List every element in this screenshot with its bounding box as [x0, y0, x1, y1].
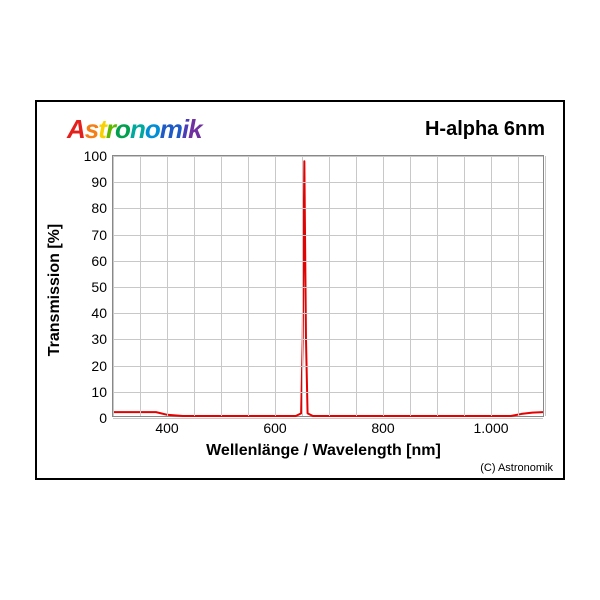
gridline-h — [113, 287, 543, 288]
x-tick-label: 600 — [263, 420, 286, 436]
y-tick-label: 60 — [91, 253, 107, 269]
gridline-h — [113, 418, 543, 419]
gridline-h — [113, 366, 543, 367]
gridline-v — [464, 156, 465, 416]
gridline-v — [410, 156, 411, 416]
gridline-h — [113, 313, 543, 314]
gridline-v — [356, 156, 357, 416]
gridline-h — [113, 156, 543, 157]
y-tick-label: 100 — [84, 148, 107, 164]
gridline-v — [491, 156, 492, 416]
y-tick-label: 90 — [91, 174, 107, 190]
chart-title: H-alpha 6nm — [425, 118, 545, 141]
y-tick-label: 10 — [91, 384, 107, 400]
gridline-h — [113, 339, 543, 340]
gridline-v — [113, 156, 114, 416]
x-tick-label: 400 — [155, 420, 178, 436]
gridline-v — [221, 156, 222, 416]
y-tick-label: 50 — [91, 279, 107, 295]
chart-frame: Astronomik H-alpha 6nm Transmission [%] … — [35, 100, 565, 480]
transmission-curve — [113, 156, 543, 416]
gridline-h — [113, 208, 543, 209]
gridline-v — [437, 156, 438, 416]
gridline-v — [275, 156, 276, 416]
brand-logo: Astronomik — [67, 114, 202, 145]
y-axis-label: Transmission [%] — [46, 224, 64, 356]
gridline-h — [113, 392, 543, 393]
gridline-h — [113, 235, 543, 236]
x-tick-label: 800 — [371, 420, 394, 436]
copyright-text: (C) Astronomik — [480, 462, 553, 474]
plot-area: 01020304050607080901004006008001.000 — [112, 155, 544, 417]
y-tick-label: 80 — [91, 200, 107, 216]
gridline-v — [194, 156, 195, 416]
y-tick-label: 0 — [99, 410, 107, 426]
gridline-v — [248, 156, 249, 416]
gridline-h — [113, 182, 543, 183]
y-tick-label: 30 — [91, 331, 107, 347]
gridline-v — [302, 156, 303, 416]
y-tick-label: 20 — [91, 358, 107, 374]
gridline-v — [140, 156, 141, 416]
gridline-v — [518, 156, 519, 416]
gridline-v — [329, 156, 330, 416]
x-axis-label: Wellenlänge / Wavelength [nm] — [206, 442, 441, 460]
gridline-v — [167, 156, 168, 416]
gridline-h — [113, 261, 543, 262]
gridline-v — [383, 156, 384, 416]
x-tick-label: 1.000 — [473, 420, 508, 436]
y-tick-label: 40 — [91, 305, 107, 321]
gridline-v — [545, 156, 546, 416]
y-tick-label: 70 — [91, 227, 107, 243]
